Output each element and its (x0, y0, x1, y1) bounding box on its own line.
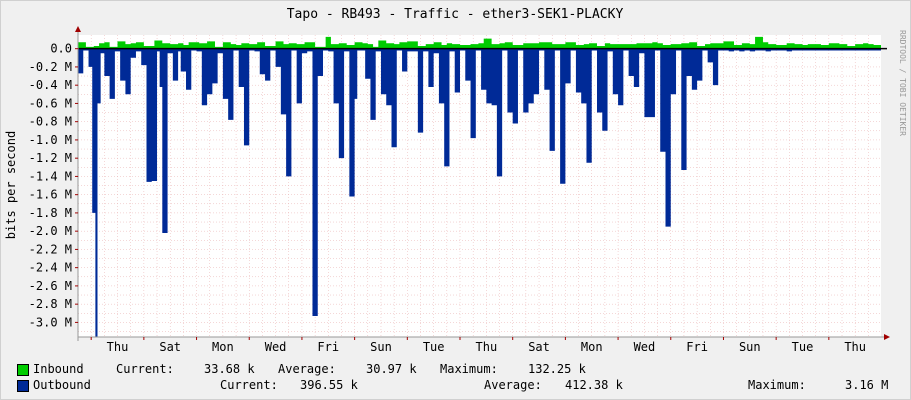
x-tick-label: Tue (423, 340, 445, 354)
inbound-average: 30.97 k (366, 362, 417, 376)
y-tick-label: -1.6 M (29, 188, 72, 202)
outbound-current-label: Current: (220, 378, 278, 392)
watermark: RRDTOOL / TOBI OETIKER (898, 30, 907, 136)
x-tick-label: Sat (528, 340, 550, 354)
inbound-current-label: Current: (116, 362, 174, 376)
y-tick-label: -0.2 M (29, 60, 72, 74)
y-tick-label: -0.6 M (29, 96, 72, 110)
x-tick-label: Mon (212, 340, 234, 354)
x-tick-label: Thu (844, 340, 866, 354)
series-layer (78, 36, 881, 338)
y-tick-label: -1.4 M (29, 169, 72, 183)
x-tick-label: Sun (739, 340, 761, 354)
y-axis-arrow (75, 26, 81, 32)
outbound-average: 412.38 k (565, 378, 623, 392)
grid (77, 35, 881, 337)
x-tick-label: Wed (634, 340, 656, 354)
y-tick-label: -2.8 M (29, 297, 72, 311)
outbound-maximum-label: Maximum: (748, 378, 806, 392)
y-tick-label: -2.4 M (29, 261, 72, 275)
inbound-average-label: Average: (278, 362, 336, 376)
y-tick-label: -0.8 M (29, 115, 72, 129)
legend-outbound: Outbound Current: 396.55 k Average: 412.… (0, 378, 911, 394)
outbound-label: Outbound (33, 378, 91, 392)
chart-title: Tapo - RB493 - Traffic - ether3-SEK1-PLA… (287, 7, 624, 22)
y-tick-label: -2.0 M (29, 224, 72, 238)
legend: Inbound Current: 33.68 k Average: 30.97 … (0, 360, 911, 400)
inbound-maximum: 132.25 k (528, 362, 586, 376)
legend-inbound: Inbound Current: 33.68 k Average: 30.97 … (0, 362, 911, 378)
y-tick-label: -1.0 M (29, 133, 72, 147)
x-tick-label: Sat (159, 340, 181, 354)
outbound-swatch (17, 380, 29, 392)
plot-area (78, 35, 881, 337)
x-tick-label: Sun (370, 340, 392, 354)
x-tick-label: Thu (107, 340, 129, 354)
x-tick-label: Fri (686, 340, 708, 354)
y-tick-label: -2.2 M (29, 242, 72, 256)
y-ticks: 0.0 -0.2 M -0.4 M -0.6 M -0.8 M -1.0 M -1.2 M -… (29, 42, 78, 329)
y-tick-label: -2.6 M (29, 279, 72, 293)
y-tick-label: -1.8 M (29, 206, 72, 220)
x-axis-arrow (884, 334, 890, 340)
inbound-label: Inbound (33, 362, 84, 376)
outbound-current: 396.55 k (300, 378, 358, 392)
y-tick-label: -1.2 M (29, 151, 72, 165)
y-tick-label: -3.0 M (29, 315, 72, 329)
inbound-swatch (17, 364, 29, 376)
y-axis-label: bits per second (4, 131, 18, 239)
x-tick-label: Mon (581, 340, 603, 354)
inbound-current: 33.68 k (204, 362, 255, 376)
x-tick-label: Thu (476, 340, 498, 354)
x-ticks: Thu Sat Mon Wed Fri Sun Tue Thu Sat Mon Wed Fri Sun T… (90, 337, 866, 354)
axes (75, 26, 890, 341)
inbound-maximum-label: Maximum: (440, 362, 498, 376)
x-tick-label: Wed (265, 340, 287, 354)
x-tick-label: Fri (317, 340, 339, 354)
series-area-inbound (78, 36, 881, 49)
y-tick-label: 0.0 (50, 42, 72, 56)
outbound-average-label: Average: (484, 378, 542, 392)
x-tick-label: Tue (792, 340, 814, 354)
outbound-maximum: 3.16 M (845, 378, 889, 392)
y-tick-label: -0.4 M (29, 78, 72, 92)
